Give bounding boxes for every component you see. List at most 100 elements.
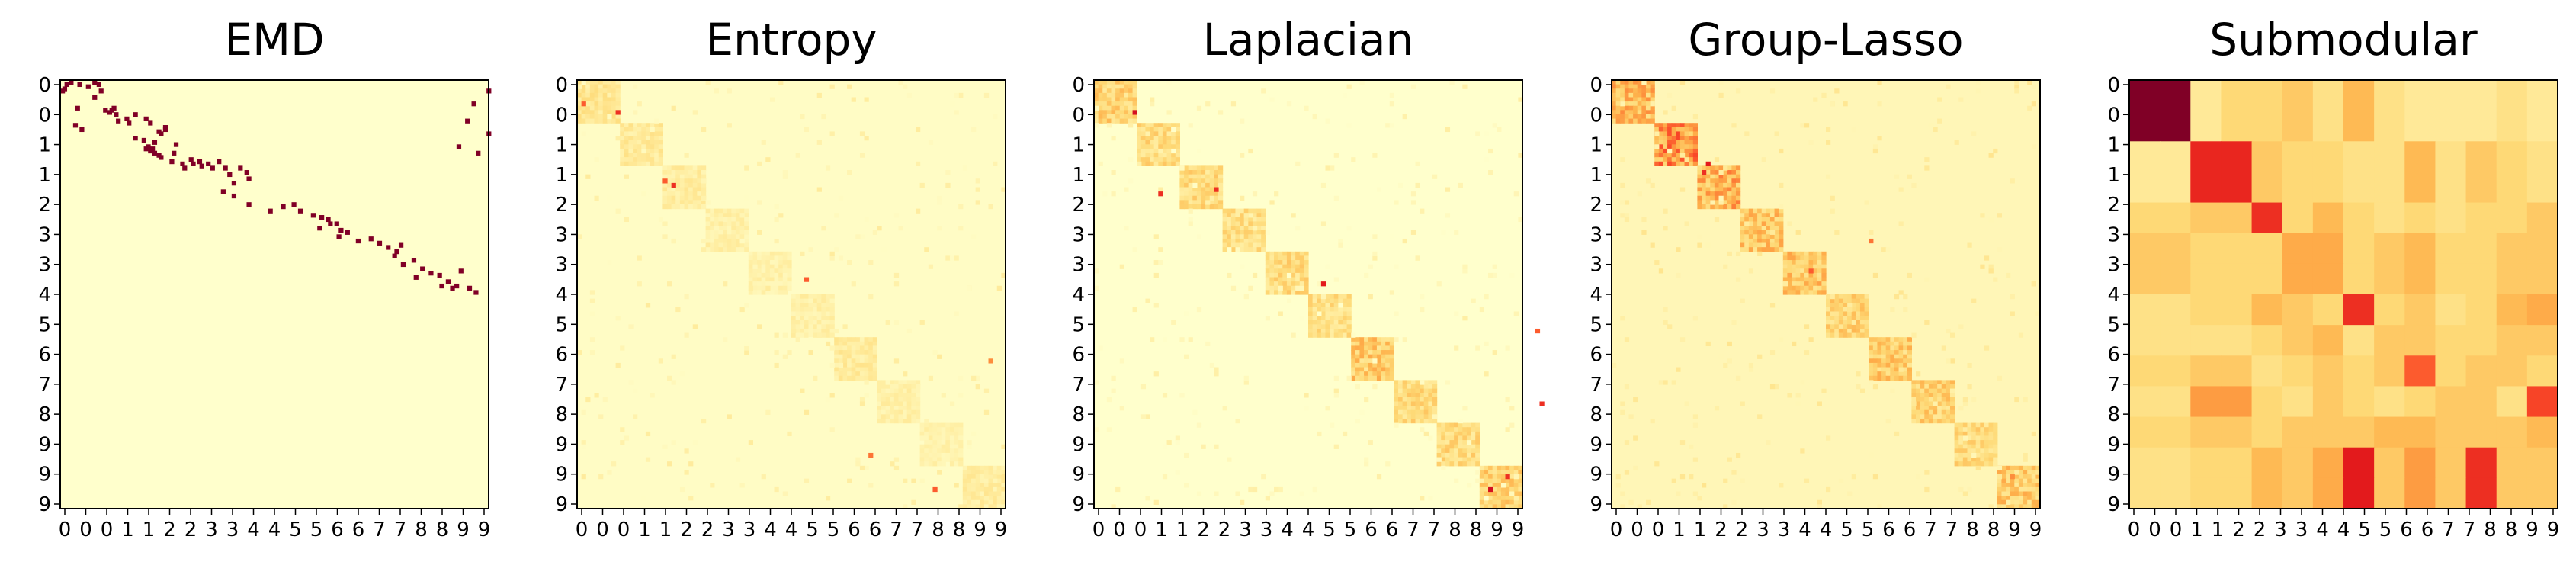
heatmap-cell [2014,496,2019,501]
heatmap-cell [581,84,586,89]
heatmap-cell [1351,345,1356,351]
heatmap-cell [1679,80,1686,85]
heatmap-cell [868,341,874,347]
heatmap-cell [1890,341,1895,347]
heatmap-cell [834,367,839,372]
heatmap-cell [868,483,874,488]
heatmap-cell [731,247,736,252]
heatmap-cell [1808,285,1814,291]
heatmap-cell [838,255,844,261]
heatmap-cell [1385,350,1391,355]
y-tick-label: 2 [2107,194,2120,217]
heatmap-cell [1513,470,1519,475]
heatmap-cell [1620,101,1625,107]
heatmap-cell [1620,213,1625,218]
heatmap-cell [1877,504,1882,509]
heatmap-cell [1817,281,1822,287]
heatmap-cell [911,401,916,406]
heatmap-cell [1628,80,1634,85]
heatmap-cell [1997,496,2003,501]
heatmap-cell [671,380,676,385]
heatmap-cell [2496,111,2528,142]
heatmap-cell [662,191,668,197]
heatmap-cell [2160,386,2191,418]
heatmap-cell [937,435,942,441]
heatmap-cell [1518,483,1523,488]
heatmap-cell [1881,371,1887,377]
heatmap-cell [881,384,887,390]
heatmap-cell [2465,294,2497,326]
heatmap-cell [1612,88,1617,94]
heatmap-cell [615,362,621,368]
heatmap-cell [1834,320,1840,325]
heatmap-cell [800,251,805,257]
heatmap-cell [607,105,612,111]
heatmap-cell [1192,187,1198,192]
heatmap-cell [1723,170,1728,175]
heatmap-cell [2251,416,2283,448]
heatmap-cell [1735,165,1741,171]
heatmap-cell [1971,431,1977,437]
heatmap-cell [1295,277,1301,282]
heatmap-cell [1441,435,1446,441]
heatmap-cell [1364,461,1369,467]
heatmap-cell [1441,465,1446,471]
heatmap-cell [1111,375,1116,381]
heatmap-cell [667,195,672,201]
heatmap-cell [1106,97,1112,102]
heatmap-cell [1509,486,1515,493]
x-tick-label: 7 [2442,519,2455,541]
heatmap-cell [1869,350,1874,355]
y-tick-label: 9 [2107,464,2120,486]
heatmap-cell [2312,233,2344,265]
heatmap-cell [1702,174,1707,179]
heatmap-cell [864,136,869,141]
heatmap-cell [1001,444,1006,449]
heatmap-cell [1214,191,1219,197]
heatmap-cell [1342,294,1348,300]
heatmap-cell [1196,174,1202,179]
heatmap-cell [739,226,745,231]
x-tick-label: 9 [2526,519,2539,541]
heatmap-cell [1106,427,1112,432]
heatmap-cell [1766,217,1771,223]
heatmap-cell [1518,478,1523,483]
heatmap-cell [1162,136,1168,141]
heatmap-cell [2282,80,2314,111]
heatmap-cell [748,440,754,445]
heatmap-cell [1291,285,1296,291]
y-tick-label: 0 [38,104,51,127]
heatmap-cell [1432,380,1438,385]
heatmap-cell [1466,444,1472,449]
heatmap-cell [1993,422,1998,428]
heatmap-cell [842,324,848,329]
heatmap-cell [911,478,916,483]
heatmap-cell [804,277,810,282]
heatmap-cell [1500,483,1506,488]
heatmap-cell [1479,504,1485,509]
heatmap-cell [1792,281,1797,287]
heatmap-cell [1094,388,1099,393]
heatmap-cell [1637,80,1642,85]
heatmap-cell [1372,384,1378,390]
heatmap-cell [1248,486,1253,493]
heatmap-cell [701,178,707,184]
heatmap-cell [710,213,715,218]
heatmap-cell [1407,414,1412,419]
heatmap-cell [589,88,595,94]
heatmap-cell [980,499,985,505]
heatmap-cell [675,165,681,171]
heatmap-cell [1988,217,1994,223]
heatmap-cell [1907,174,1912,179]
heatmap-cell [2251,355,2283,387]
heatmap-cell [885,384,890,390]
heatmap-cell [885,388,890,393]
heatmap-cell [2014,470,2019,475]
heatmap-cell [825,332,831,338]
heatmap-cell [620,161,625,166]
heatmap-cell [911,414,916,419]
heatmap-cell [1484,341,1489,347]
heatmap-cell [808,298,813,303]
heatmap-cell [872,350,877,355]
heatmap-cell [1714,182,1720,188]
